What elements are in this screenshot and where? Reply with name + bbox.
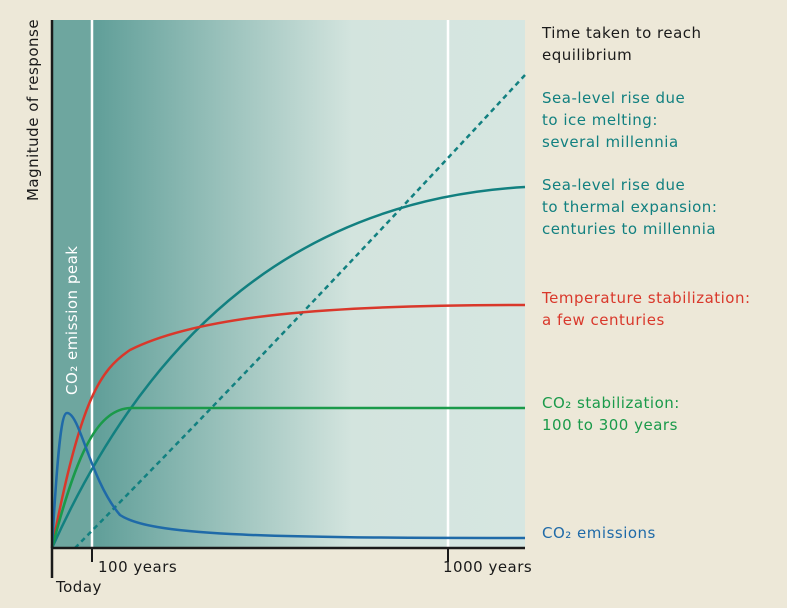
- curve-label: to ice melting:: [542, 111, 658, 129]
- temperature-curve: [50, 303, 526, 549]
- curve-label: centuries to millennia: [542, 220, 716, 238]
- curve-label: Sea-level rise due: [542, 89, 685, 107]
- band-label: CO₂ emission peak: [63, 246, 81, 395]
- curve-labels: Time taken to reach equilibrium Sea-level …: [541, 24, 751, 542]
- curve-label: 100 to 300 years: [542, 416, 678, 434]
- time-gradient: [92, 20, 525, 548]
- ice-melt-curve: [74, 74, 526, 549]
- curve-label: Temperature stabilization:: [541, 289, 751, 307]
- hundred-label: 100 years: [98, 558, 177, 576]
- y-axis-label: Magnitude of response: [24, 19, 42, 201]
- thousand-label: 1000 years: [443, 558, 532, 576]
- curve-label: CO₂ stabilization:: [542, 394, 680, 412]
- curve-label: Time taken to reach: [541, 24, 702, 42]
- curve-label: Sea-level rise due: [542, 176, 685, 194]
- curve-label: a few centuries: [542, 311, 665, 329]
- today-label: Today: [55, 578, 102, 596]
- curve-label: to thermal expansion:: [542, 198, 717, 216]
- co2-emissions-curve: [50, 411, 526, 549]
- thermal-curve: [50, 185, 526, 549]
- curve-label: equilibrium: [542, 46, 632, 64]
- co2-stabilization-curve: [50, 406, 525, 549]
- curve-label: CO₂ emissions: [542, 524, 656, 542]
- curve-label: several millennia: [542, 133, 679, 151]
